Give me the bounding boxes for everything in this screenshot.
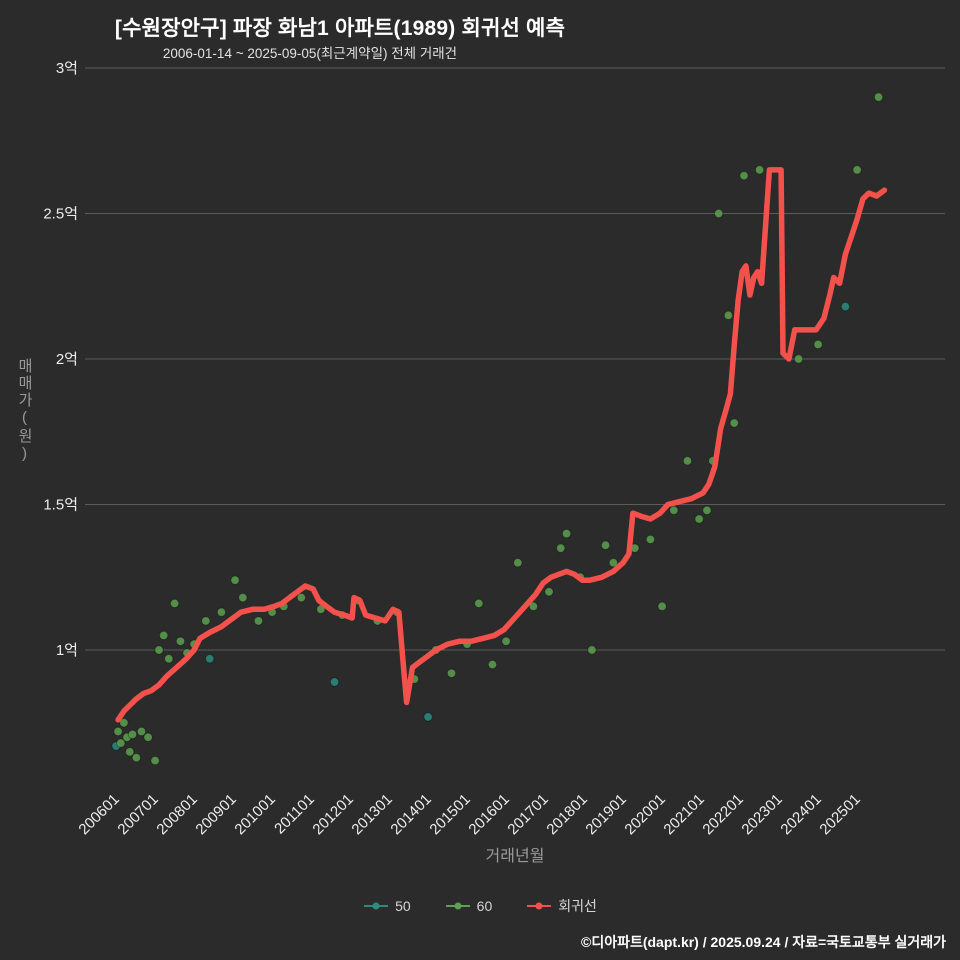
scatter-point-50 [205, 654, 215, 664]
scatter-point-60 [169, 598, 180, 609]
x-tick-label: 202401 [777, 791, 824, 838]
scatter-point-60 [513, 558, 523, 568]
scatter-point-60 [501, 636, 511, 646]
chart-canvas: 3억2.5억2억1.5억1억20060120070120080120090120… [43, 60, 945, 838]
legend-item-회귀선[interactable]: 회귀선 [526, 896, 597, 916]
x-tick-label: 201601 [465, 791, 512, 838]
scatter-point-50 [329, 677, 340, 687]
scatter-point-60 [175, 636, 186, 646]
scatter-point-60 [694, 514, 704, 524]
legend-label-60: 60 [476, 898, 493, 914]
scatter-point-60 [127, 729, 138, 740]
page-title: [수원장안구] 파장 화남1 아파트(1989) 회귀선 예측 [114, 17, 566, 40]
scatter-point-60 [739, 170, 749, 181]
scatter-point-60 [587, 645, 597, 655]
legend: 50 60 회귀선 [0, 896, 960, 916]
x-tick-label: 201201 [309, 791, 356, 838]
scatter-point-60 [669, 505, 679, 516]
scatter-point-60 [713, 208, 724, 219]
x-tick-label: 201101 [271, 791, 318, 838]
y-tick-label: 3억 [56, 60, 78, 77]
scatter-point-60 [813, 339, 823, 350]
legend-item-60[interactable]: 60 [445, 898, 493, 914]
x-tick-label: 202101 [660, 791, 707, 838]
scatter-point-60 [600, 540, 611, 550]
scatter-point-60 [150, 755, 160, 766]
y-axis-title: 매매가(원) [16, 358, 33, 464]
x-tick-label: 200801 [153, 791, 200, 838]
footer-credit: ©디아파트(dapt.kr) / 2025.09.24 / 자료=국토교통부 실… [581, 934, 946, 950]
scatter-point-60 [131, 752, 142, 763]
scatter-point-60 [793, 354, 804, 364]
y-tick-label: 2.5억 [43, 206, 78, 223]
scatter-point-60 [230, 575, 240, 585]
scatter-point-60 [125, 747, 135, 757]
legend-marker-60 [445, 902, 470, 910]
x-tick-label: 201901 [582, 791, 629, 838]
scatter-point-60 [682, 456, 693, 466]
scatter-point-60 [645, 534, 656, 545]
scatter-point-60 [723, 310, 734, 321]
legend-marker-50 [364, 902, 389, 910]
regression-line [115, 167, 888, 723]
scatter-point-60 [116, 738, 126, 748]
x-tick-label: 202001 [621, 791, 668, 838]
x-tick-label: 202501 [816, 791, 863, 838]
x-tick-label: 201701 [504, 791, 551, 838]
scatter-point-60 [702, 505, 712, 516]
x-tick-label: 201401 [387, 791, 434, 838]
scatter-point-60 [158, 630, 169, 641]
y-tick-label: 1.5억 [43, 497, 78, 514]
page-subtitle: 2006-01-14 ~ 2025-09-05(최근계약일) 전체 거래건 [162, 46, 458, 61]
scatter-point-60 [544, 587, 554, 597]
x-tick-label: 201801 [543, 791, 590, 838]
legend-label-회귀선: 회귀선 [558, 898, 597, 914]
scatter-point-60 [154, 645, 164, 655]
scatter-point-60 [657, 601, 667, 612]
scatter-point-60 [119, 718, 129, 728]
y-tick-label: 1억 [56, 642, 78, 659]
legend-label-50: 50 [395, 898, 411, 914]
scatter-point-60 [852, 165, 862, 175]
scatter-point-60 [296, 592, 307, 603]
x-tick-label: 202301 [738, 791, 785, 838]
scatter-point-60 [216, 607, 227, 617]
x-tick-label: 200601 [75, 791, 122, 838]
x-tick-label: 200901 [192, 791, 239, 838]
legend-item-50[interactable]: 50 [363, 898, 411, 914]
x-tick-label: 201301 [348, 791, 395, 838]
scatter-point-60 [556, 543, 566, 553]
y-tick-label: 2억 [56, 351, 78, 368]
scatter-point-60 [608, 558, 619, 568]
scatter-point-60 [113, 726, 123, 737]
scatter-point-60 [446, 668, 457, 678]
scatter-point-60 [143, 732, 153, 742]
scatter-point-60 [238, 592, 248, 603]
scatter-point-60 [487, 659, 498, 670]
scatter-point-60 [164, 654, 174, 664]
scatter-point-60 [561, 528, 572, 539]
scatter-point-60 [754, 165, 765, 175]
x-tick-label: 201501 [426, 791, 473, 838]
x-tick-label: 200701 [114, 791, 161, 838]
scatter-point-60 [136, 726, 147, 737]
scatter-point-60 [528, 601, 539, 612]
scatter-point-60 [253, 616, 264, 626]
scatter-point-50 [840, 301, 851, 312]
scatter-point-60 [729, 418, 739, 428]
x-axis-title: 거래년월 [485, 848, 545, 865]
scatter-point-60 [474, 598, 484, 609]
scatter-point-50 [423, 712, 433, 722]
x-tick-label: 201001 [231, 791, 278, 838]
x-tick-label: 202201 [699, 791, 746, 838]
scatter-point-60 [873, 92, 884, 102]
scatter-point-60 [201, 616, 211, 626]
legend-marker-회귀선 [527, 902, 552, 910]
